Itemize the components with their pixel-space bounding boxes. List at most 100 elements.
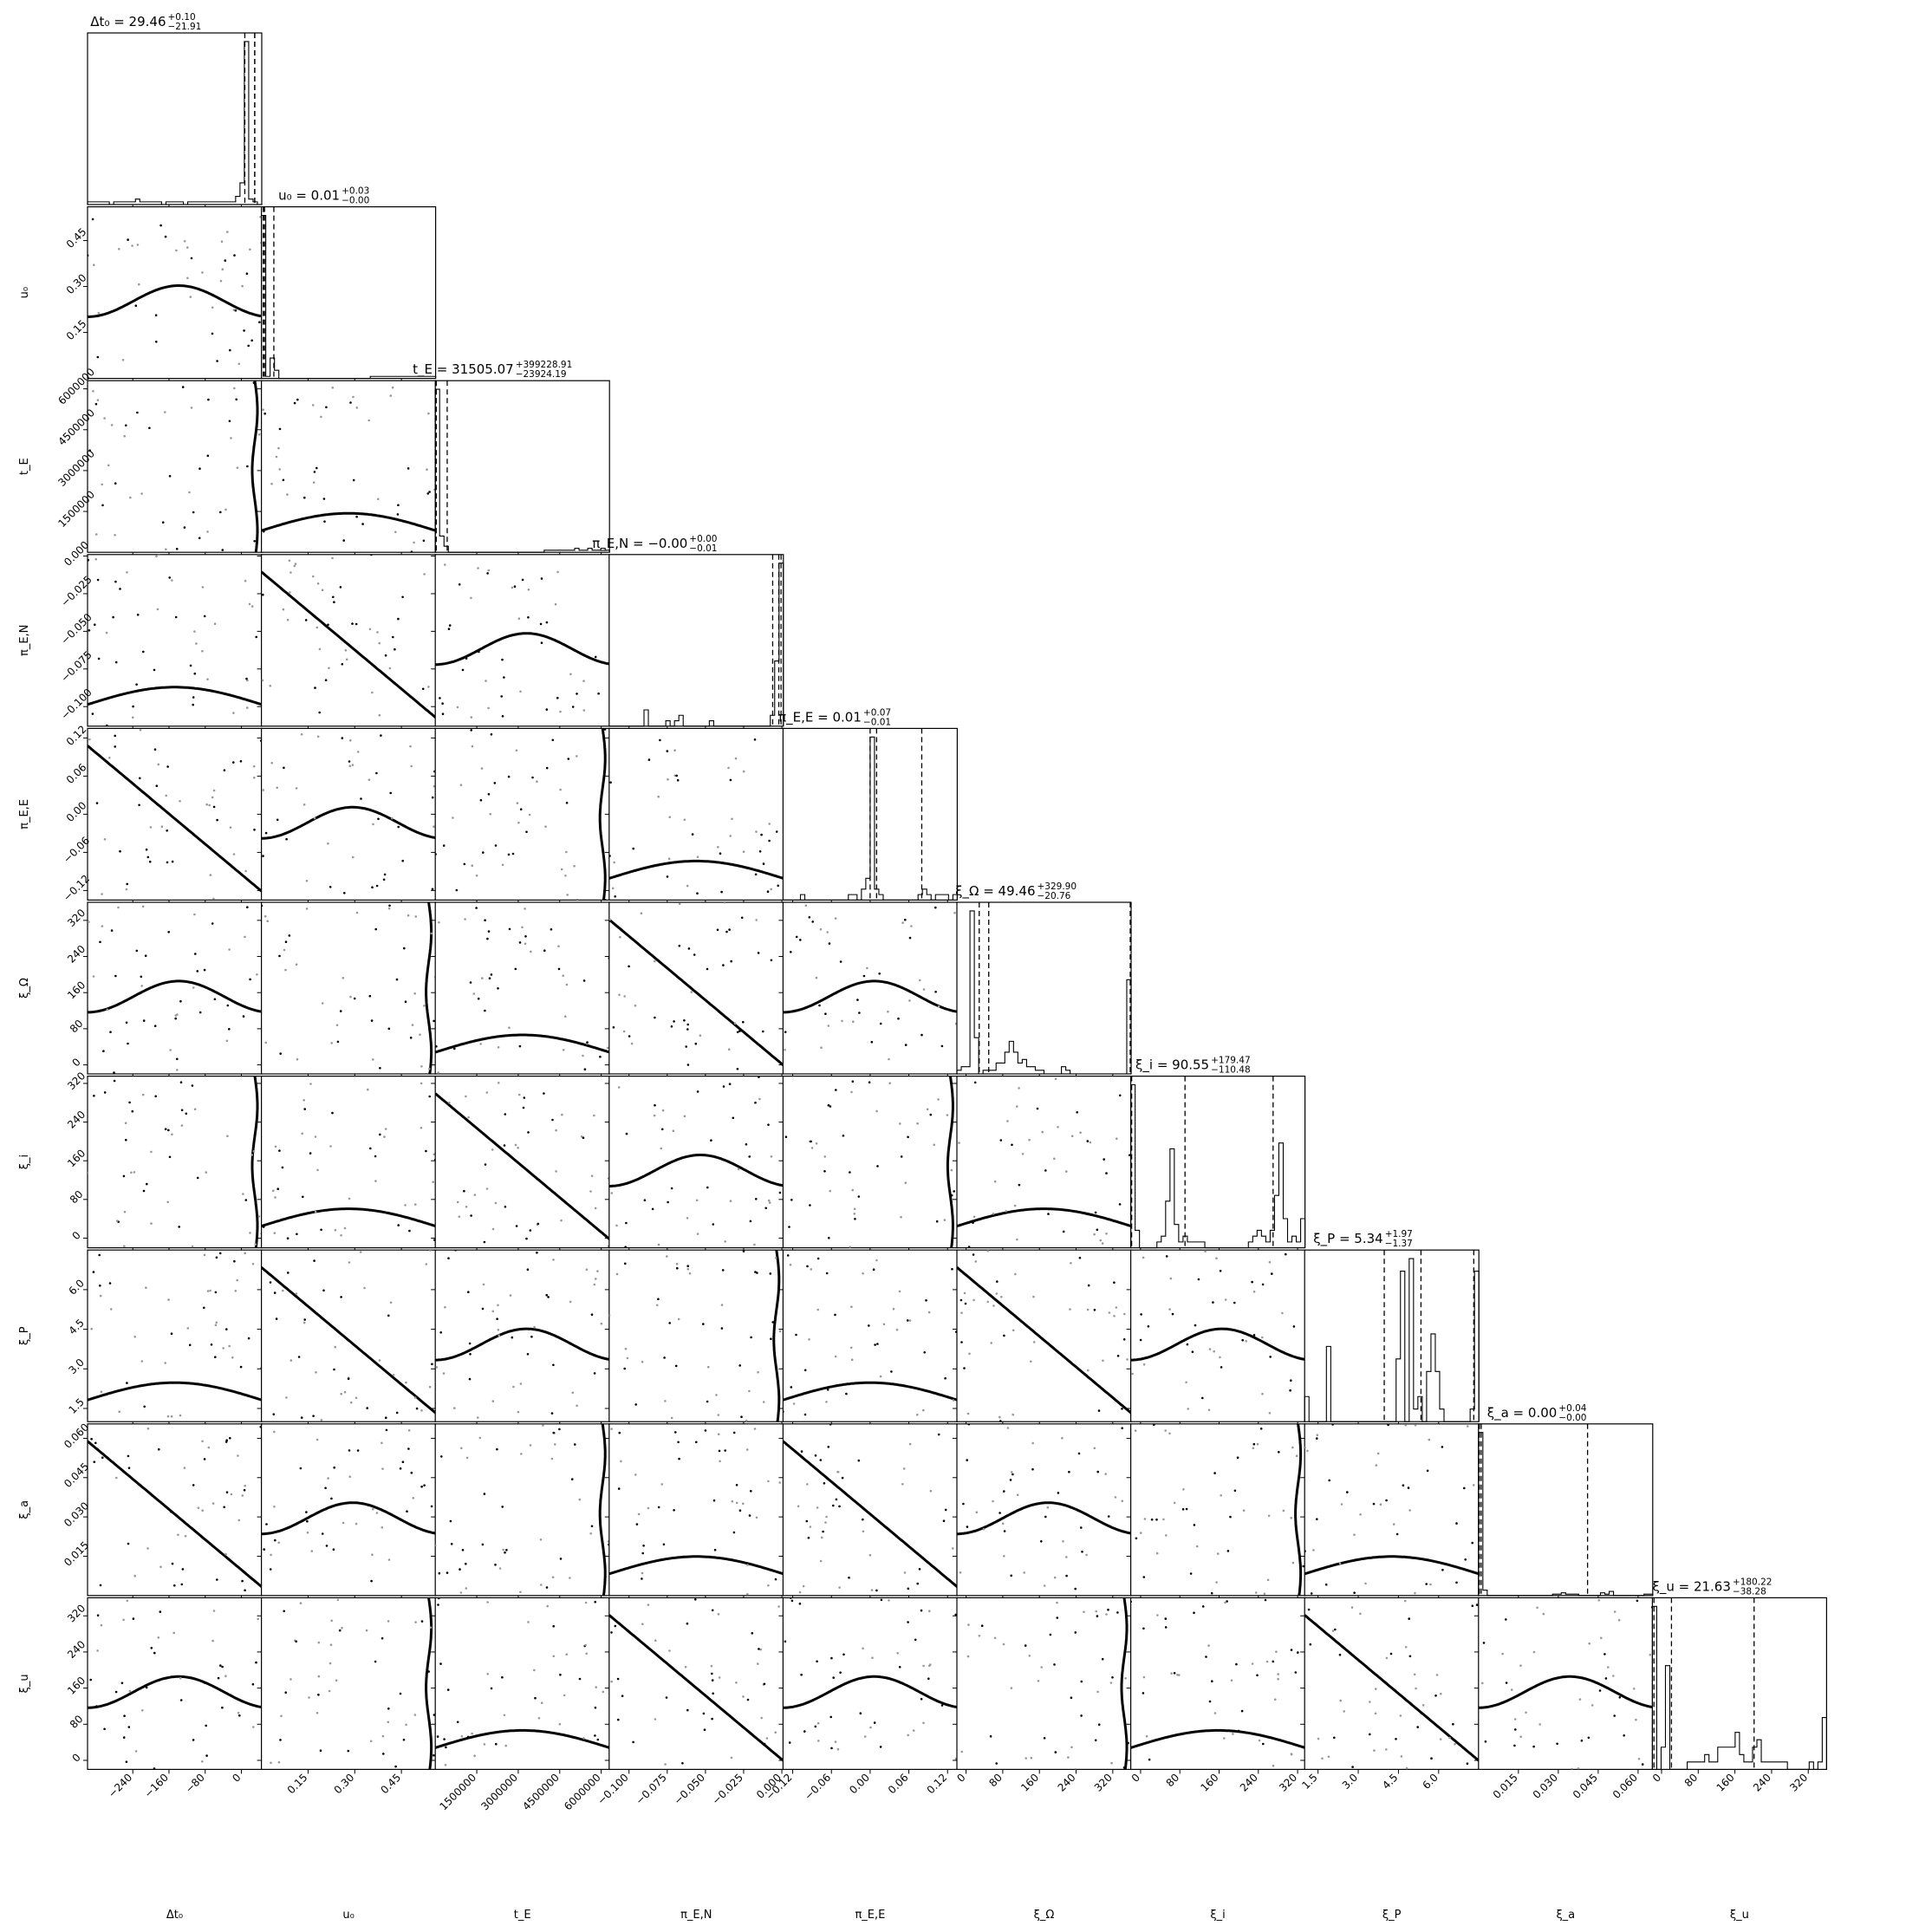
sample-point <box>806 1265 809 1268</box>
density-contour <box>1304 1555 1480 1576</box>
sample-point <box>88 1172 89 1174</box>
sample-point <box>222 1347 225 1350</box>
sample-point <box>164 411 166 413</box>
sample-point <box>374 927 378 931</box>
sample-point <box>1023 1571 1025 1574</box>
sample-point <box>88 254 89 257</box>
sample-point <box>114 534 116 537</box>
sample-point <box>303 1318 307 1321</box>
sample-point <box>758 1648 760 1650</box>
sample-point <box>1079 1131 1082 1134</box>
sample-point <box>257 1617 260 1621</box>
sample-point <box>258 433 261 436</box>
sample-point <box>527 589 530 591</box>
sample-point <box>129 496 132 499</box>
sample-point <box>168 576 171 579</box>
sample-point <box>407 467 410 470</box>
sample-point <box>959 1298 963 1302</box>
sample-point <box>952 1547 954 1550</box>
sample-point <box>526 1268 530 1271</box>
sample-point <box>317 1641 321 1644</box>
sample-point <box>385 1416 387 1419</box>
sample-point <box>1404 1424 1407 1427</box>
sample-point <box>192 1739 195 1741</box>
sample-point <box>282 1289 284 1292</box>
sample-point <box>1057 1126 1059 1129</box>
sample-point <box>294 563 297 565</box>
sample-point <box>193 1108 197 1110</box>
sample-point <box>224 1675 227 1677</box>
sample-point <box>1074 1631 1077 1634</box>
sample-point <box>578 1677 582 1681</box>
sample-point <box>916 1413 919 1416</box>
sample-point <box>540 1584 543 1586</box>
density-contour <box>261 511 436 532</box>
sample-point <box>753 1428 757 1430</box>
sample-point <box>394 647 396 651</box>
sample-point <box>609 781 612 784</box>
sample-point <box>826 1389 829 1391</box>
sample-point <box>232 853 236 855</box>
sample-point <box>803 1730 806 1733</box>
sample-point <box>1148 1758 1151 1761</box>
sample-point <box>839 960 842 963</box>
sample-point <box>439 1331 443 1334</box>
sample-point <box>829 1715 832 1719</box>
sample-point <box>254 1243 257 1246</box>
sample-point <box>660 1128 664 1131</box>
sample-point <box>221 1665 224 1669</box>
sample-point <box>816 1308 819 1311</box>
sample-point <box>673 1509 675 1512</box>
sample-point <box>276 786 279 790</box>
ytick-label-xii-2: 160 <box>65 1147 88 1169</box>
sample-point <box>391 816 394 820</box>
sample-point <box>156 608 159 611</box>
sample-point <box>556 570 559 574</box>
sample-point <box>1290 1517 1292 1519</box>
sample-point <box>1121 1499 1124 1502</box>
title-xia: ξ_a = 0.00 <box>1487 1405 1558 1421</box>
density-contour <box>261 805 436 840</box>
xtick-label-tE-1: 3000000 <box>478 1772 520 1813</box>
sample-point <box>136 411 139 414</box>
sample-point <box>468 1377 472 1381</box>
sample-point <box>270 762 274 764</box>
sample-point <box>874 1343 876 1346</box>
ylabel-piEE: π_E,E <box>18 799 31 829</box>
sample-point <box>132 716 134 719</box>
sample-point <box>1195 1545 1199 1548</box>
sample-point <box>381 1734 385 1738</box>
sample-point <box>1101 1657 1104 1661</box>
sample-point <box>763 1742 766 1746</box>
sample-point <box>1536 1606 1538 1610</box>
sample-point <box>1587 1736 1590 1740</box>
sample-point <box>727 1048 731 1051</box>
sample-point <box>420 1485 423 1488</box>
sample-point <box>494 1201 498 1205</box>
sample-point <box>1028 1138 1031 1142</box>
sample-point <box>446 1688 450 1691</box>
sample-point <box>349 738 352 742</box>
sample-point <box>296 1057 299 1061</box>
sample-point <box>88 738 91 741</box>
sample-point <box>253 776 256 779</box>
sample-point <box>122 1618 125 1622</box>
sample-point <box>1014 1272 1017 1276</box>
sample-point <box>681 1762 684 1765</box>
sample-point <box>442 844 446 847</box>
sample-point <box>530 950 532 953</box>
sample-point <box>427 412 430 415</box>
sample-point <box>454 1250 457 1252</box>
sample-point <box>132 705 134 708</box>
sample-point <box>828 942 831 945</box>
sample-point <box>1121 1408 1123 1410</box>
sample-point <box>724 1240 726 1243</box>
sample-point <box>732 1116 735 1120</box>
sample-point <box>992 1499 994 1503</box>
sample-point <box>92 1271 95 1273</box>
sample-point <box>594 1207 597 1210</box>
sample-point <box>394 1765 397 1768</box>
sample-point <box>348 760 351 763</box>
sample-point <box>765 1737 769 1740</box>
sample-point <box>252 1150 256 1153</box>
